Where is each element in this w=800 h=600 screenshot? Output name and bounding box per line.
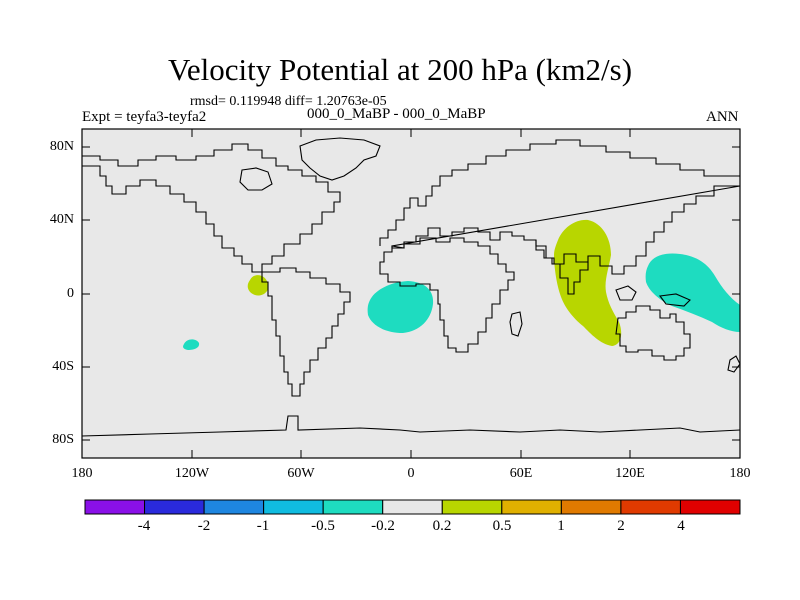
anomaly-tropical-atlantic-negative [367,281,434,333]
experiment-label: Expt = teyfa3-teyfa2 [82,109,207,125]
lon-tick-label: 120W [174,466,210,481]
coastline-north-america [82,143,341,273]
colorbar-box [560,499,622,515]
cases-label: 000_0_MaBP - 000_0_MaBP [307,106,486,122]
lon-tick-label: 60W [287,466,315,481]
colorbar-label: 1 [557,518,565,534]
coastline-greenland [299,137,381,181]
stats-label: rmsd= 0.119948 diff= 1.20763e-05 [190,94,387,109]
colorbar-label: -0.2 [371,518,395,534]
colorbar-label: -1 [256,518,270,534]
colorbar-box [620,499,681,515]
coastline-antarctica [81,415,741,437]
colorbar-label: 0.2 [432,518,452,534]
lat-tick-label: 40N [49,212,74,227]
coastline-madagascar [509,311,523,337]
colorbar-box [84,499,146,515]
colorbar-label: -4 [137,518,151,534]
coastline-eurasia [379,139,741,275]
lat-tick-label: 80S [52,432,74,447]
lat-tick-label: 0 [67,286,74,301]
lon-tick-label: 60E [509,466,533,481]
coastline-baffin [239,167,273,191]
anomaly-indian-ocean-positive [554,219,622,346]
season-label: ANN [706,109,739,125]
colorbar-label: -0.5 [311,518,335,534]
plot-title: Velocity Potential at 200 hPa (km2/s) [167,52,633,87]
coastline-new-zealand [727,355,741,373]
coastlines [81,137,741,437]
coastline-borneo [615,285,637,301]
lat-tick-label: 40S [52,359,74,374]
coastline-africa [379,237,515,353]
colorbar [84,499,741,515]
anomaly-south-pacific-negative [183,339,200,350]
colorbar-box [382,499,443,515]
lon-tick-label: 180 [71,466,93,481]
coastline-south-america [261,267,351,397]
coastline-india [535,240,589,295]
anomaly-western-pacific-negative [645,253,740,332]
coastline-australia [615,305,691,361]
colorbar-label: 2 [617,518,625,534]
colorbar-box [322,499,384,515]
colorbar-label: 4 [677,518,685,534]
colorbar-label: -2 [197,518,211,534]
colorbar-box [679,499,741,515]
anomaly-eastern-pacific-tropical-positive [247,275,269,296]
coastline-new-guinea [658,293,691,307]
lon-tick-label: 180 [729,466,751,481]
colorbar-box [501,499,562,515]
lon-tick-label: 120E [615,466,645,481]
colorbar-box [144,499,205,515]
colorbar-box [203,499,265,515]
colorbar-box [441,499,503,515]
lat-tick-label: 80N [49,139,74,154]
anomaly-fills [183,219,740,350]
lon-tick-label: 0 [407,466,415,481]
colorbar-box [263,499,324,515]
colorbar-label: 0.5 [492,518,512,534]
axis-ticks [82,129,740,458]
